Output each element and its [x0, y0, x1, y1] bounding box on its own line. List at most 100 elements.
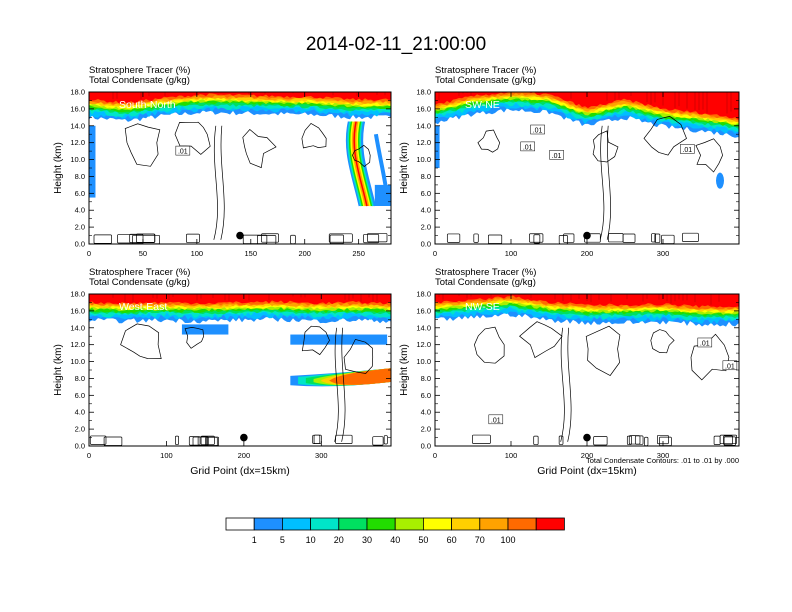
contour: [446, 233, 461, 243]
panel-south-north: Stratosphere Tracer (%)Total Condensate …: [53, 65, 392, 258]
panels: Stratosphere Tracer (%)Total Condensate …: [53, 65, 740, 477]
colorbar-label: 60: [447, 535, 457, 545]
contour: [634, 435, 644, 445]
contour: [367, 233, 388, 243]
contour: [643, 115, 687, 156]
colorbar-label: 5: [280, 535, 285, 545]
tracer-patch: [435, 125, 440, 168]
intrusion-layer: [348, 121, 364, 207]
colorbar-swatch: [422, 517, 452, 531]
colorbar-label: 50: [418, 535, 428, 545]
contour-label: .01: [488, 414, 504, 424]
panel-label-tracer: Stratosphere Tracer (%): [89, 65, 190, 76]
contour: [213, 125, 218, 240]
contour-label: .01: [680, 144, 695, 154]
panel-nw-se: Stratosphere Tracer (%)Total Condensate …: [399, 267, 740, 477]
contour: [352, 144, 371, 167]
y-tick-label: 2.0: [421, 223, 431, 232]
y-tick-label: 12.0: [416, 340, 431, 349]
y-tick-label: 2.0: [75, 223, 85, 232]
contour: [650, 329, 675, 354]
colorbar-label: 10: [306, 535, 316, 545]
panel-label-tracer: Stratosphere Tracer (%): [435, 65, 536, 76]
y-tick-label: 18.0: [70, 88, 85, 97]
contour: [472, 434, 491, 444]
colorbar-label: 40: [390, 535, 400, 545]
x-axis-label: Grid Point (dx=15km): [537, 465, 637, 477]
contour: [690, 333, 730, 381]
x-tick-label: 200: [238, 451, 251, 460]
x-tick-label: 300: [315, 451, 328, 460]
y-axis-label: Height (km): [399, 344, 410, 396]
contour: [136, 233, 156, 243]
location-marker: [236, 231, 244, 240]
intrusion-layer: [347, 121, 363, 207]
y-tick-label: 0.0: [75, 442, 85, 451]
contour: [622, 233, 636, 243]
contour: [606, 125, 611, 240]
contour: [585, 325, 621, 376]
y-tick-label: 4.0: [421, 408, 431, 417]
y-tick-label: 14.0: [70, 121, 85, 130]
contour-label-text: .01: [533, 128, 543, 135]
x-tick-label: 200: [298, 249, 311, 258]
x-tick-label: 100: [505, 249, 518, 258]
intrusion-layer: [345, 121, 361, 207]
contour: [563, 233, 575, 243]
condensate-contours: [93, 121, 388, 244]
y-tick-label: 4.0: [421, 206, 431, 215]
x-tick-label: 300: [657, 451, 670, 460]
contour: [383, 435, 388, 445]
y-tick-label: 6.0: [75, 189, 85, 198]
contour: [220, 125, 225, 240]
section-title: SW-NE: [465, 99, 500, 111]
contour-label: .01: [530, 124, 545, 135]
contour: [488, 234, 503, 244]
tracer-band-10: [89, 294, 391, 305]
panel-label-tracer: Stratosphere Tracer (%): [435, 267, 536, 278]
colorbar-label: 30: [362, 535, 372, 545]
y-tick-label: 18.0: [416, 290, 431, 299]
location-marker: [583, 231, 591, 240]
condensate-contours: [472, 321, 737, 446]
tracer-patch: [290, 334, 388, 345]
contour: [197, 436, 209, 446]
contour-label: .01: [722, 360, 738, 370]
y-tick-label: 6.0: [421, 391, 431, 400]
colorbar-swatch: [281, 517, 311, 531]
y-tick-label: 2.0: [421, 425, 431, 434]
colorbar-label: 100: [500, 535, 515, 545]
contour: [608, 233, 624, 243]
contour: [661, 234, 675, 244]
colorbar-swatch: [507, 517, 537, 531]
contour: [290, 234, 296, 244]
x-tick-label: 0: [87, 249, 91, 258]
x-tick-label: 100: [191, 249, 204, 258]
contour: [329, 234, 344, 244]
y-tick-label: 0.0: [421, 442, 431, 451]
contour: [723, 435, 733, 445]
y-tick-label: 10.0: [70, 357, 85, 366]
y-tick-label: 10.0: [70, 155, 85, 164]
colorbar-swatch: [253, 517, 283, 531]
colorbar-swatch: [310, 517, 340, 531]
contour: [174, 121, 211, 155]
section-title: West-East: [119, 301, 167, 313]
contour: [682, 232, 699, 242]
contour: [335, 434, 353, 444]
contour: [328, 233, 353, 243]
x-tick-label: 200: [581, 249, 594, 258]
contour: [628, 435, 641, 445]
condensate-contours: [446, 115, 723, 244]
contour: [89, 435, 107, 445]
y-tick-label: 4.0: [75, 408, 85, 417]
contour: [372, 436, 384, 446]
y-tick-label: 12.0: [416, 138, 431, 147]
contour: [519, 321, 563, 359]
contour: [558, 435, 564, 445]
contour-label: .01: [697, 337, 713, 347]
contour-label-text: .01: [491, 417, 501, 424]
location-marker: [583, 433, 591, 442]
contour-label-text: .01: [178, 149, 188, 156]
contour: [651, 233, 657, 243]
